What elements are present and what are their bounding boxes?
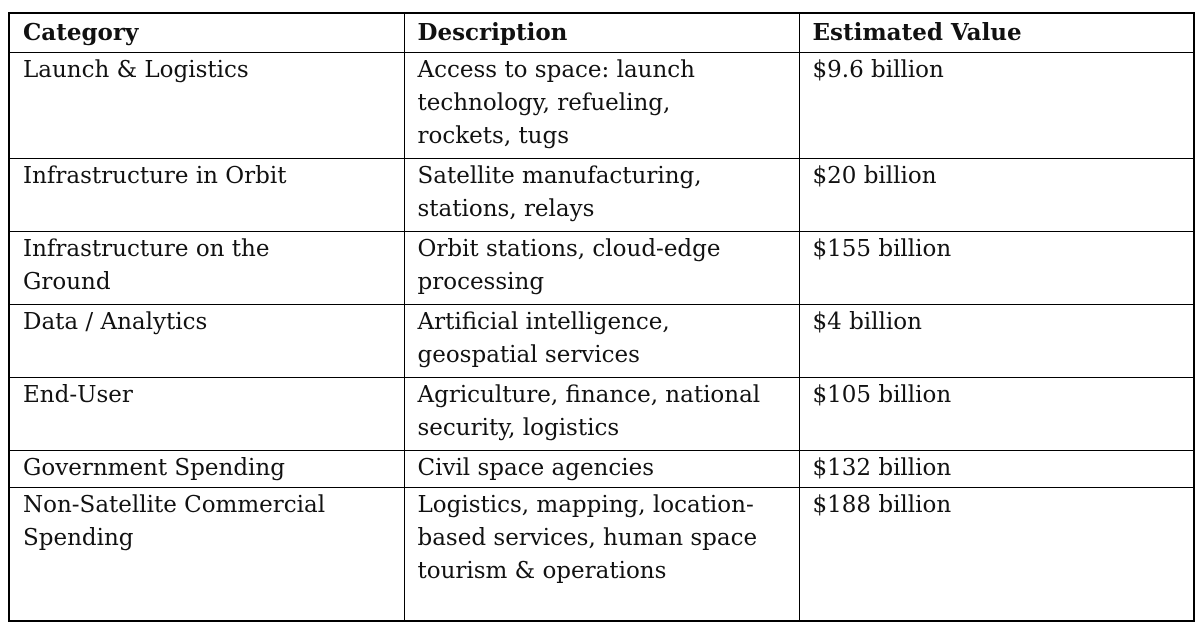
table-header-row: Category Description Estimated Value (8, 12, 1195, 53)
description-text: Agriculture, finance, national security,… (417, 381, 761, 441)
description-cell: Artificial intelligence, geospatial serv… (403, 303, 800, 378)
category-text: End-User (23, 381, 133, 408)
category-text: Launch & Logistics (23, 56, 249, 83)
table-row: Data / Analytics Artificial intelligence… (8, 303, 1195, 378)
description-cell: Orbit stations, cloud-edge processing (403, 230, 800, 305)
table-row: End-User Agriculture, finance, national … (8, 376, 1195, 451)
description-text: Satellite manufacturing, stations, relay… (417, 162, 702, 222)
description-text: Civil space agencies (417, 454, 655, 481)
column-header-description: Description (403, 12, 800, 53)
description-cell: Civil space agencies (403, 449, 800, 488)
category-cell: Government Spending (8, 449, 405, 488)
category-text: Non-Satellite Commercial Spending (23, 491, 326, 551)
value-cell: $188 billion (798, 486, 1195, 622)
value-text: $105 billion (812, 381, 952, 408)
category-text: Data / Analytics (23, 308, 208, 335)
value-text: $188 billion (812, 491, 952, 518)
table-row: Infrastructure on the Ground Orbit stati… (8, 230, 1195, 305)
table-row: Launch & Logistics Access to space: laun… (8, 51, 1195, 159)
category-cell: Infrastructure in Orbit (8, 157, 405, 232)
description-text: Orbit stations, cloud-edge processing (417, 235, 721, 295)
value-text: $20 billion (812, 162, 937, 189)
column-header-estimated-value: Estimated Value (798, 12, 1195, 53)
value-cell: $9.6 billion (798, 51, 1195, 159)
description-text: Access to space: launch technology, refu… (417, 56, 695, 149)
description-cell: Satellite manufacturing, stations, relay… (403, 157, 800, 232)
category-text: Infrastructure in Orbit (23, 162, 287, 189)
category-cell: Non-Satellite Commercial Spending (8, 486, 405, 622)
description-cell: Access to space: launch technology, refu… (403, 51, 800, 159)
category-cell: Launch & Logistics (8, 51, 405, 159)
value-text: $4 billion (812, 308, 922, 335)
description-text: Artificial intelligence, geospatial serv… (417, 308, 670, 368)
category-cell: Data / Analytics (8, 303, 405, 378)
value-cell: $132 billion (798, 449, 1195, 488)
value-cell: $105 billion (798, 376, 1195, 451)
description-cell: Logistics, mapping, location-based servi… (403, 486, 800, 622)
description-text: Logistics, mapping, location-based servi… (417, 491, 758, 584)
value-cell: $155 billion (798, 230, 1195, 305)
column-header-label: Category (23, 19, 139, 46)
category-cell: End-User (8, 376, 405, 451)
column-header-category: Category (8, 12, 405, 53)
description-cell: Agriculture, finance, national security,… (403, 376, 800, 451)
value-cell: $20 billion (798, 157, 1195, 232)
value-text: $132 billion (812, 454, 952, 481)
space-economy-table: Category Description Estimated Value Lau… (8, 12, 1195, 622)
table-row: Government Spending Civil space agencies… (8, 449, 1195, 488)
category-text: Government Spending (23, 454, 285, 481)
column-header-label: Estimated Value (812, 19, 1022, 46)
value-text: $9.6 billion (812, 56, 944, 83)
table-row: Infrastructure in Orbit Satellite manufa… (8, 157, 1195, 232)
table-row: Non-Satellite Commercial Spending Logist… (8, 486, 1195, 622)
category-cell: Infrastructure on the Ground (8, 230, 405, 305)
value-cell: $4 billion (798, 303, 1195, 378)
value-text: $155 billion (812, 235, 952, 262)
column-header-label: Description (417, 19, 568, 46)
category-text: Infrastructure on the Ground (23, 235, 270, 295)
